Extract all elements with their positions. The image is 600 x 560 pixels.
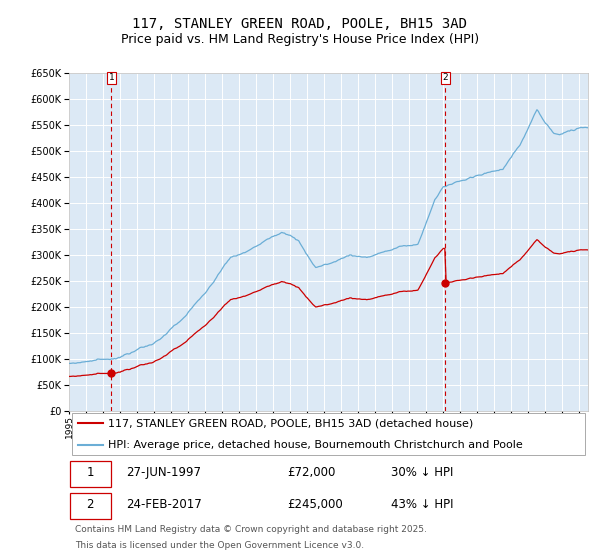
FancyBboxPatch shape: [70, 460, 110, 487]
FancyBboxPatch shape: [70, 493, 110, 519]
Text: 2: 2: [443, 73, 448, 82]
Text: 1: 1: [86, 466, 94, 479]
Text: 24-FEB-2017: 24-FEB-2017: [126, 498, 202, 511]
Text: 30% ↓ HPI: 30% ↓ HPI: [391, 466, 453, 479]
Text: 1: 1: [109, 73, 114, 82]
Text: 117, STANLEY GREEN ROAD, POOLE, BH15 3AD: 117, STANLEY GREEN ROAD, POOLE, BH15 3AD: [133, 16, 467, 30]
Text: 2: 2: [86, 498, 94, 511]
Text: Contains HM Land Registry data © Crown copyright and database right 2025.: Contains HM Land Registry data © Crown c…: [75, 525, 427, 534]
Point: [440, 279, 450, 288]
Text: £245,000: £245,000: [287, 498, 343, 511]
Text: 117, STANLEY GREEN ROAD, POOLE, BH15 3AD (detached house): 117, STANLEY GREEN ROAD, POOLE, BH15 3AD…: [108, 418, 473, 428]
Text: This data is licensed under the Open Government Licence v3.0.: This data is licensed under the Open Gov…: [75, 542, 364, 550]
Text: HPI: Average price, detached house, Bournemouth Christchurch and Poole: HPI: Average price, detached house, Bour…: [108, 440, 523, 450]
Text: 43% ↓ HPI: 43% ↓ HPI: [391, 498, 453, 511]
FancyBboxPatch shape: [71, 413, 586, 455]
Point: [107, 368, 116, 377]
Text: 27-JUN-1997: 27-JUN-1997: [126, 466, 201, 479]
Text: Price paid vs. HM Land Registry's House Price Index (HPI): Price paid vs. HM Land Registry's House …: [121, 32, 479, 46]
Text: £72,000: £72,000: [287, 466, 335, 479]
